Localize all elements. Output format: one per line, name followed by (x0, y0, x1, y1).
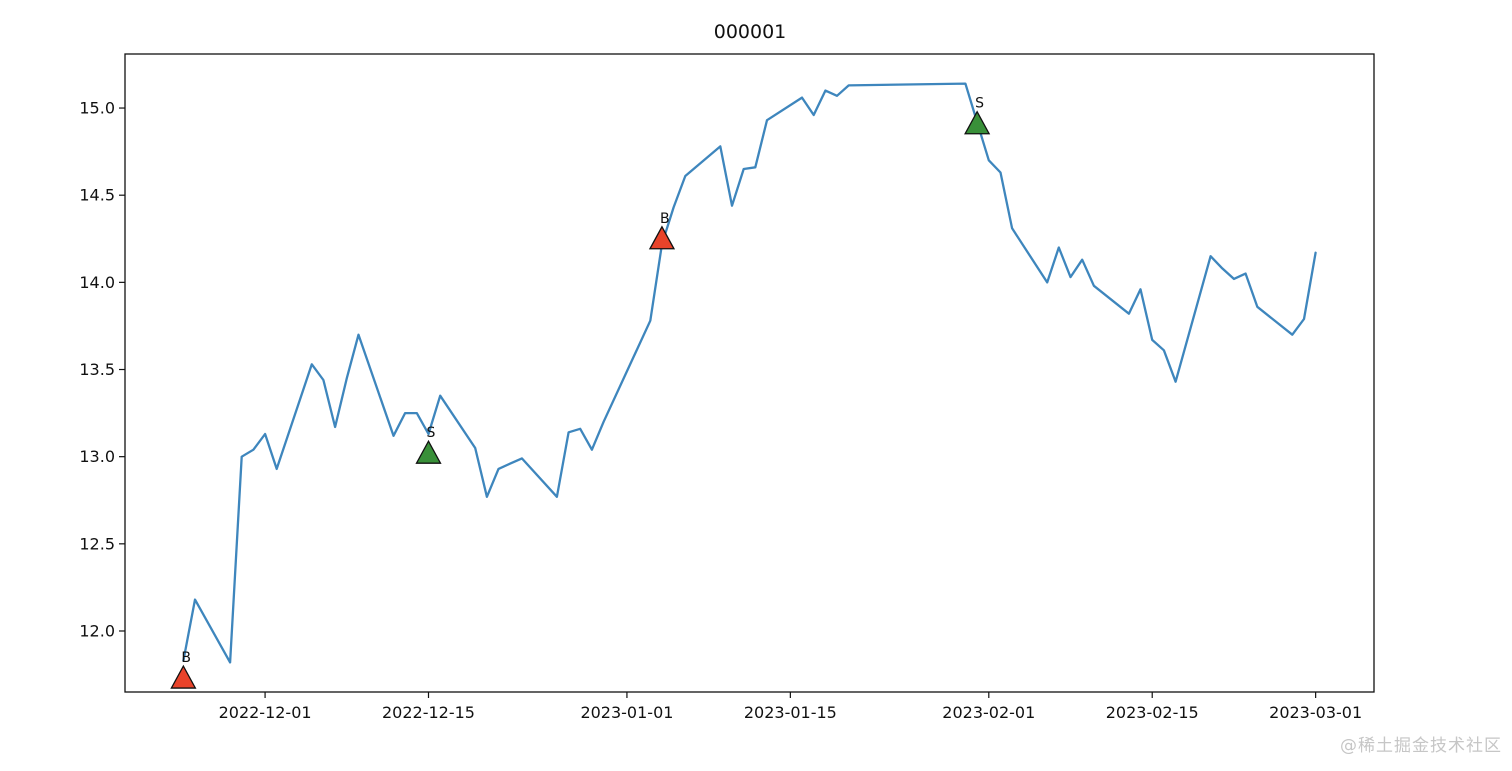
x-tick-label: 2023-02-15 (1106, 703, 1199, 722)
y-tick-label: 13.0 (79, 447, 115, 466)
chart-title: 000001 (713, 21, 787, 43)
y-tick-label: 12.5 (79, 534, 115, 553)
watermark: @稀土掘金技术社区 (1340, 736, 1502, 756)
buy-marker-label: B (660, 211, 670, 227)
x-tick-label: 2023-03-01 (1269, 703, 1362, 722)
sell-marker (964, 110, 991, 135)
x-tick-label: 2023-02-01 (942, 703, 1035, 722)
sell-marker-label: S (975, 96, 984, 112)
sell-marker (415, 439, 442, 464)
y-tick-label: 14.0 (79, 273, 115, 292)
y-tick-label: 15.0 (79, 99, 115, 118)
sell-marker-label: S (426, 425, 435, 441)
x-tick-label: 2022-12-15 (382, 703, 475, 722)
buy-marker (648, 225, 676, 250)
y-tick-label: 14.5 (79, 186, 115, 205)
x-tick-label: 2023-01-15 (744, 703, 837, 722)
y-tick-label: 12.0 (79, 621, 115, 640)
buy-marker (170, 664, 197, 689)
x-tick-label: 2022-12-01 (219, 703, 312, 722)
plot-border (124, 53, 1375, 693)
y-tick-label: 13.5 (79, 360, 115, 379)
buy-marker-label: B (181, 650, 191, 666)
price-line (182, 82, 1317, 664)
x-tick-label: 2023-01-01 (580, 703, 673, 722)
